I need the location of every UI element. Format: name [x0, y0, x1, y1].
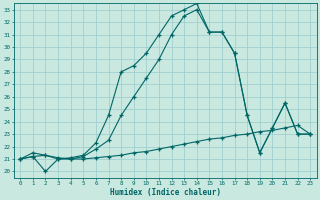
- X-axis label: Humidex (Indice chaleur): Humidex (Indice chaleur): [110, 188, 221, 197]
